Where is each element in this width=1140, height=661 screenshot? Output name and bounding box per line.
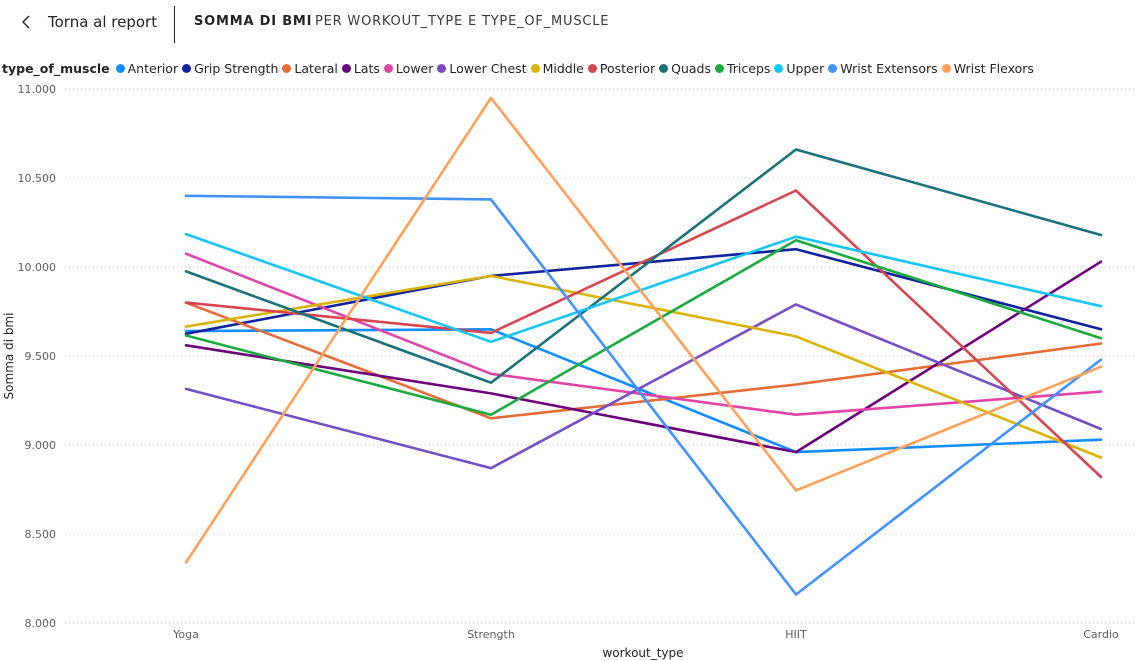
x-tick-label: Cardio <box>1083 628 1119 641</box>
legend-dot-icon <box>437 63 447 73</box>
legend-label: Posterior <box>599 60 656 76</box>
y-tick-label: 10.000 <box>18 261 57 274</box>
legend-dot-icon <box>282 63 292 73</box>
series-line-lower[interactable] <box>184 252 1103 417</box>
legend-item-anterior[interactable]: Anterior <box>115 60 179 76</box>
series-line-wrist-extensors[interactable] <box>184 194 1103 596</box>
legend-dot-icon <box>828 63 838 73</box>
series-line-quads[interactable] <box>184 148 1103 385</box>
legend-item-lateral[interactable]: Lateral <box>282 61 338 76</box>
legend-item-upper[interactable]: Upper <box>774 61 824 76</box>
legend-item-lower[interactable]: Lower <box>383 60 434 76</box>
x-axis-title: workout_type <box>602 646 683 660</box>
legend-item-lower-chest[interactable]: Lower Chest <box>437 60 527 76</box>
legend-dot-icon <box>941 63 951 73</box>
header-bar: Torna al report SOMMA DI BMI PER WORKOUT… <box>0 0 1140 44</box>
legend-label: Triceps <box>726 60 771 76</box>
y-tick-label: 9.500 <box>25 350 57 363</box>
legend-label: Lower <box>395 60 434 76</box>
legend-item-posterior[interactable]: Posterior <box>587 60 656 76</box>
legend-dot-icon <box>714 63 724 73</box>
y-tick-label: 9.000 <box>25 439 57 452</box>
series-line-lats[interactable] <box>184 260 1103 454</box>
legend-label: Upper <box>786 60 825 76</box>
series-line-middle[interactable] <box>184 274 1103 459</box>
legend-item-lats[interactable]: Lats <box>341 60 380 76</box>
legend-label: Wrist Flexors <box>953 60 1034 76</box>
page-subtitle: PER WORKOUT_TYPE E TYPE_OF_MUSCLE <box>315 14 610 29</box>
series-line-posterior[interactable] <box>184 189 1103 479</box>
legend-item-triceps[interactable]: Triceps <box>714 60 771 76</box>
legend-item-wrist-extensors[interactable]: Wrist Extensors <box>828 60 938 76</box>
legend-label: Lats <box>353 60 380 76</box>
legend-item-wrist-flexors[interactable]: Wrist Flexors <box>941 60 1034 76</box>
legend-dot-icon <box>530 63 540 73</box>
legend-label: Grip Strength <box>194 60 279 76</box>
legend-title: type_of_muscle <box>2 60 110 76</box>
legend-dot-icon <box>587 63 597 73</box>
page-title: SOMMA DI BMI <box>194 14 313 29</box>
y-tick-label: 11.000 <box>18 83 57 96</box>
series-line-wrist-flexors[interactable] <box>184 96 1103 564</box>
legend-dot-icon <box>115 63 125 73</box>
back-to-report-button[interactable]: Torna al report <box>14 9 157 35</box>
legend-item-grip-strength[interactable]: Grip Strength <box>182 61 278 76</box>
chart-legend: type_of_muscle Anterior Grip Strength Late… <box>2 59 1038 77</box>
y-axis-title: Somma di bmi <box>2 313 16 400</box>
legend-dot-icon <box>341 63 351 73</box>
legend-dot-icon <box>659 63 669 73</box>
legend-dot-icon <box>774 63 784 73</box>
series-line-lower-chest[interactable] <box>184 303 1103 470</box>
legend-item-middle[interactable]: Middle <box>530 60 584 76</box>
legend-label: Anterior <box>127 60 179 76</box>
legend-label: Lower Chest <box>449 60 527 76</box>
legend-dot-icon <box>182 63 192 73</box>
legend-item-quads[interactable]: Quads <box>659 61 711 76</box>
y-tick-label: 10.500 <box>18 172 57 185</box>
legend-dot-icon <box>383 63 393 73</box>
legend-label: Quads <box>671 60 711 76</box>
back-label: Torna al report <box>48 13 158 31</box>
x-tick-label: Yoga <box>172 628 199 641</box>
series-line-lateral[interactable] <box>184 301 1103 420</box>
series-line-triceps[interactable] <box>184 239 1103 417</box>
y-tick-label: 8.000 <box>25 617 57 630</box>
x-tick-label: Strength <box>467 628 515 641</box>
legend-label: Lateral <box>294 60 338 76</box>
legend-label: Middle <box>542 60 584 76</box>
chevron-left-icon <box>14 9 40 35</box>
series-line-upper[interactable] <box>184 232 1103 344</box>
y-tick-label: 8.500 <box>25 528 57 541</box>
legend-label: Wrist Extensors <box>840 60 938 76</box>
header-divider <box>174 6 175 43</box>
x-tick-label: HIIT <box>785 628 807 641</box>
